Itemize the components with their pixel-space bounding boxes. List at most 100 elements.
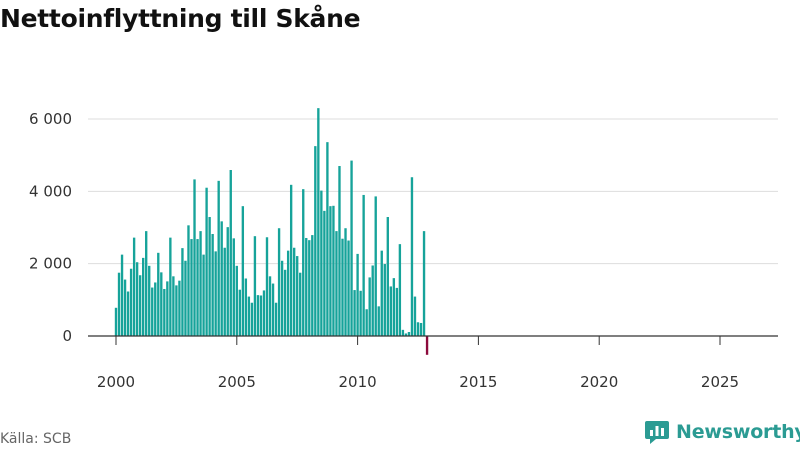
- bar: [305, 237, 308, 336]
- bar: [286, 250, 290, 336]
- bar: [253, 236, 257, 336]
- bar: [332, 205, 335, 336]
- x-tick-label: 2020: [580, 373, 618, 391]
- bar: [199, 231, 202, 336]
- bar: [362, 194, 365, 336]
- bar: [392, 278, 396, 336]
- bar: [317, 108, 320, 337]
- bar: [193, 179, 196, 336]
- bar: [142, 257, 145, 336]
- bar: [374, 196, 377, 336]
- y-tick-label: 4 000: [29, 182, 72, 200]
- bar: [154, 282, 157, 336]
- bar-highlight: [425, 336, 429, 355]
- bar: [296, 256, 299, 336]
- bar: [268, 276, 272, 336]
- bar: [347, 240, 350, 336]
- bar: [256, 295, 260, 336]
- bar: [341, 238, 344, 336]
- bar: [247, 296, 251, 336]
- bar: [271, 283, 275, 336]
- bar: [368, 277, 371, 336]
- bar: [187, 225, 190, 336]
- bar: [280, 260, 284, 336]
- bar: [404, 333, 408, 336]
- bar: [123, 279, 127, 336]
- bar: [359, 290, 362, 336]
- bar: [184, 260, 187, 336]
- bar: [283, 269, 287, 336]
- brand-logo: Newsworthy: [644, 419, 800, 445]
- bar: [151, 287, 154, 336]
- bar: [132, 237, 136, 336]
- bar: [410, 177, 414, 336]
- bar: [163, 288, 166, 336]
- bar: [356, 253, 359, 336]
- bar: [181, 248, 184, 337]
- bar: [220, 221, 223, 336]
- bar: [293, 247, 296, 336]
- bar: [175, 285, 178, 336]
- bar-series: [114, 108, 429, 355]
- bar: [338, 166, 341, 336]
- bar: [335, 231, 338, 336]
- bar: [259, 295, 263, 336]
- bar: [383, 264, 386, 336]
- bar: [217, 180, 220, 336]
- x-tick-label: 2025: [701, 373, 739, 391]
- bar: [169, 237, 172, 336]
- bar: [329, 206, 332, 336]
- bar: [344, 228, 347, 336]
- bar: [241, 206, 245, 336]
- x-tick-label: 2010: [339, 373, 377, 391]
- bar: [326, 142, 329, 336]
- bar: [235, 265, 238, 336]
- bar: [166, 281, 169, 336]
- bar: [314, 146, 317, 337]
- bar: [138, 275, 142, 336]
- bar: [114, 307, 118, 336]
- bar: [365, 309, 368, 336]
- bar: [311, 235, 314, 336]
- bar: [401, 329, 405, 336]
- bar: [208, 217, 211, 336]
- bar: [129, 268, 133, 336]
- bar: [277, 228, 281, 336]
- bar: [395, 287, 399, 336]
- bar: [386, 217, 389, 336]
- bar: [117, 272, 121, 336]
- bar: [120, 254, 124, 337]
- y-tick-label: 0: [62, 327, 72, 345]
- bar: [172, 276, 175, 336]
- brand-name: Newsworthy: [676, 421, 800, 443]
- bar: [232, 238, 235, 336]
- chart-title: Nettoinflyttning till Skåne: [0, 4, 361, 33]
- bar: [214, 251, 217, 336]
- bar: [299, 272, 302, 336]
- bar: [229, 170, 232, 336]
- bar: [262, 290, 266, 336]
- bar: [211, 234, 214, 336]
- bar: [178, 280, 181, 337]
- x-tick-label: 2015: [459, 373, 497, 391]
- bar: [157, 252, 160, 336]
- source-label: Källa: SCB: [0, 431, 72, 447]
- bar-chart-speech-icon: [645, 421, 669, 444]
- bar: [190, 239, 193, 336]
- bar: [380, 250, 383, 336]
- bar: [323, 210, 326, 336]
- bar: [407, 332, 411, 336]
- axes: 0 2 000 4 000 6 000 2000 2005 2010 2015 2020 2025: [29, 110, 778, 391]
- bar: [160, 272, 163, 336]
- bar: [202, 254, 205, 337]
- bar: [274, 302, 278, 336]
- bar: [205, 187, 208, 336]
- y-tick-label: 2 000: [29, 255, 72, 273]
- bar: [398, 244, 402, 336]
- bar: [413, 296, 417, 336]
- bar: [389, 286, 392, 336]
- bar: [145, 231, 148, 336]
- bar: [416, 322, 420, 336]
- bar: [320, 190, 323, 336]
